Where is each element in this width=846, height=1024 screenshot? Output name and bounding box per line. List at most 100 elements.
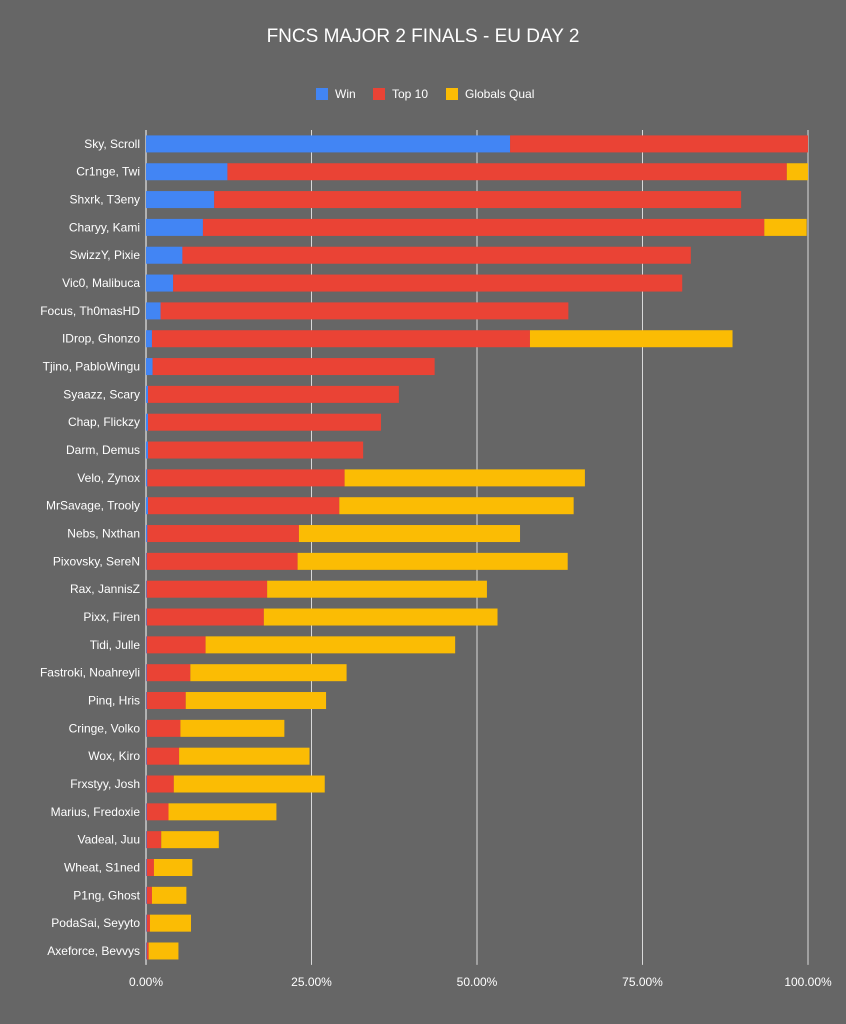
legend: Win Top 10 Globals Qual — [316, 87, 534, 101]
bar-segment-top-10 — [146, 580, 268, 598]
bar-segment-win — [146, 608, 147, 626]
bar-segment-win — [146, 135, 511, 153]
category-label: P1ng, Ghost — [73, 888, 140, 902]
x-tick-label: 75.00% — [622, 975, 663, 989]
category-label: Velo, Zynox — [77, 471, 140, 485]
bar-segment-top-10 — [147, 497, 340, 515]
bar-segment-win — [146, 664, 147, 682]
category-label: Cr1nge, Twi — [76, 165, 140, 179]
category-label: Nebs, Nxthan — [67, 527, 140, 541]
gridlines — [145, 130, 809, 965]
category-labels: Sky, Scroll Cr1nge, Twi Shxrk, T3eny Charyy… — [40, 137, 141, 958]
bar-segment-top-10 — [147, 525, 299, 543]
bar-segment-top-10 — [147, 413, 382, 431]
bar-segment-globals-qual — [161, 831, 219, 849]
bar-segment-globals-qual — [190, 664, 347, 682]
bar-segment-win — [146, 497, 148, 515]
bar-segment-top-10 — [182, 246, 691, 264]
bar-segment-win — [146, 218, 203, 236]
x-tick-label: 50.00% — [457, 975, 498, 989]
bar-segment-globals-qual — [205, 636, 456, 654]
chart-title: FNCS MAJOR 2 FINALS - EU DAY 2 — [267, 26, 580, 47]
category-label: Fastroki, Noahreyli — [40, 666, 140, 680]
legend-label: Globals Qual — [465, 87, 534, 101]
bar-segment-win — [146, 385, 148, 403]
category-label: Pinq, Hris — [88, 694, 140, 708]
category-label: IDrop, Ghonzo — [62, 332, 140, 346]
legend-label: Win — [335, 87, 356, 101]
bar-segment-top-10 — [160, 302, 569, 320]
bar-segment-top-10 — [202, 218, 765, 236]
bar-segment-win — [146, 719, 147, 737]
bar-segment-win — [146, 413, 148, 431]
x-tick-label: 0.00% — [129, 975, 163, 989]
bar-segment-top-10 — [146, 664, 191, 682]
bar-segment-top-10 — [146, 552, 298, 570]
category-label: Shxrk, T3eny — [70, 193, 140, 207]
bar-segment-win — [146, 274, 174, 292]
bar-segment-top-10 — [214, 191, 742, 209]
bar-segment-globals-qual — [786, 163, 808, 181]
bar-segment-win — [146, 525, 148, 543]
category-label: Chap, Flickzy — [68, 415, 140, 429]
bar-segment-globals-qual — [179, 747, 310, 765]
category-label: SwizzY, Pixie — [70, 248, 141, 262]
category-label: Wox, Kiro — [88, 749, 140, 763]
category-label: Axeforce, Bevvys — [47, 944, 140, 958]
bar-segment-globals-qual — [764, 218, 807, 236]
bar-segment-win — [146, 358, 153, 376]
bar-segment-top-10 — [146, 886, 152, 904]
bar-segment-globals-qual — [297, 552, 568, 570]
bar-segment-globals-qual — [185, 692, 327, 710]
bar-segment-win — [146, 302, 161, 320]
bars — [146, 135, 808, 960]
bar-segment-win — [146, 858, 147, 876]
x-tick-label: 100.00% — [784, 975, 832, 989]
bar-segment-globals-qual — [173, 775, 325, 793]
bar-segment-top-10 — [146, 942, 149, 960]
bar-segment-globals-qual — [529, 330, 733, 348]
bar-segment-globals-qual — [263, 608, 498, 626]
bar-segment-win — [146, 942, 147, 960]
bar-segment-top-10 — [227, 163, 787, 181]
category-label: Darm, Demus — [66, 443, 140, 457]
bar-segment-globals-qual — [298, 525, 521, 543]
bar-segment-globals-qual — [339, 497, 574, 515]
bar-segment-top-10 — [146, 914, 150, 932]
category-label: Sky, Scroll — [84, 137, 140, 151]
bar-segment-win — [146, 330, 152, 348]
category-label: Tjino, PabloWingu — [43, 360, 140, 374]
category-label: Tidi, Julle — [90, 638, 141, 652]
bar-segment-top-10 — [152, 358, 435, 376]
bar-segment-globals-qual — [153, 858, 193, 876]
category-label: Charyy, Kami — [69, 220, 140, 234]
category-label: Pixx, Firen — [83, 610, 140, 624]
category-label: Vadeal, Juu — [78, 833, 141, 847]
bar-segment-top-10 — [151, 330, 530, 348]
bar-segment-win — [146, 191, 215, 209]
bar-segment-win — [146, 469, 148, 487]
category-label: Cringe, Volko — [69, 721, 141, 735]
bar-segment-top-10 — [147, 441, 364, 459]
bar-segment-win — [146, 636, 147, 654]
category-label: PodaSai, Seyyto — [51, 916, 140, 930]
bar-segment-win — [146, 441, 148, 459]
category-label: Marius, Fredoxie — [51, 805, 141, 819]
bar-segment-globals-qual — [344, 469, 585, 487]
bar-segment-top-10 — [146, 692, 186, 710]
bar-segment-globals-qual — [267, 580, 487, 598]
bar-segment-top-10 — [510, 135, 808, 153]
bar-segment-win — [146, 803, 147, 821]
legend-swatch — [446, 88, 458, 100]
bar-segment-top-10 — [146, 608, 264, 626]
bar-segment-win — [146, 831, 147, 849]
category-label: Frxstyy, Josh — [70, 777, 140, 791]
bar-segment-top-10 — [146, 858, 154, 876]
bar-segment-top-10 — [147, 385, 399, 403]
bar-segment-top-10 — [147, 469, 345, 487]
category-label: Syaazz, Scary — [63, 387, 140, 401]
category-label: Rax, JannisZ — [70, 582, 140, 596]
category-label: Vic0, Malibuca — [62, 276, 140, 290]
